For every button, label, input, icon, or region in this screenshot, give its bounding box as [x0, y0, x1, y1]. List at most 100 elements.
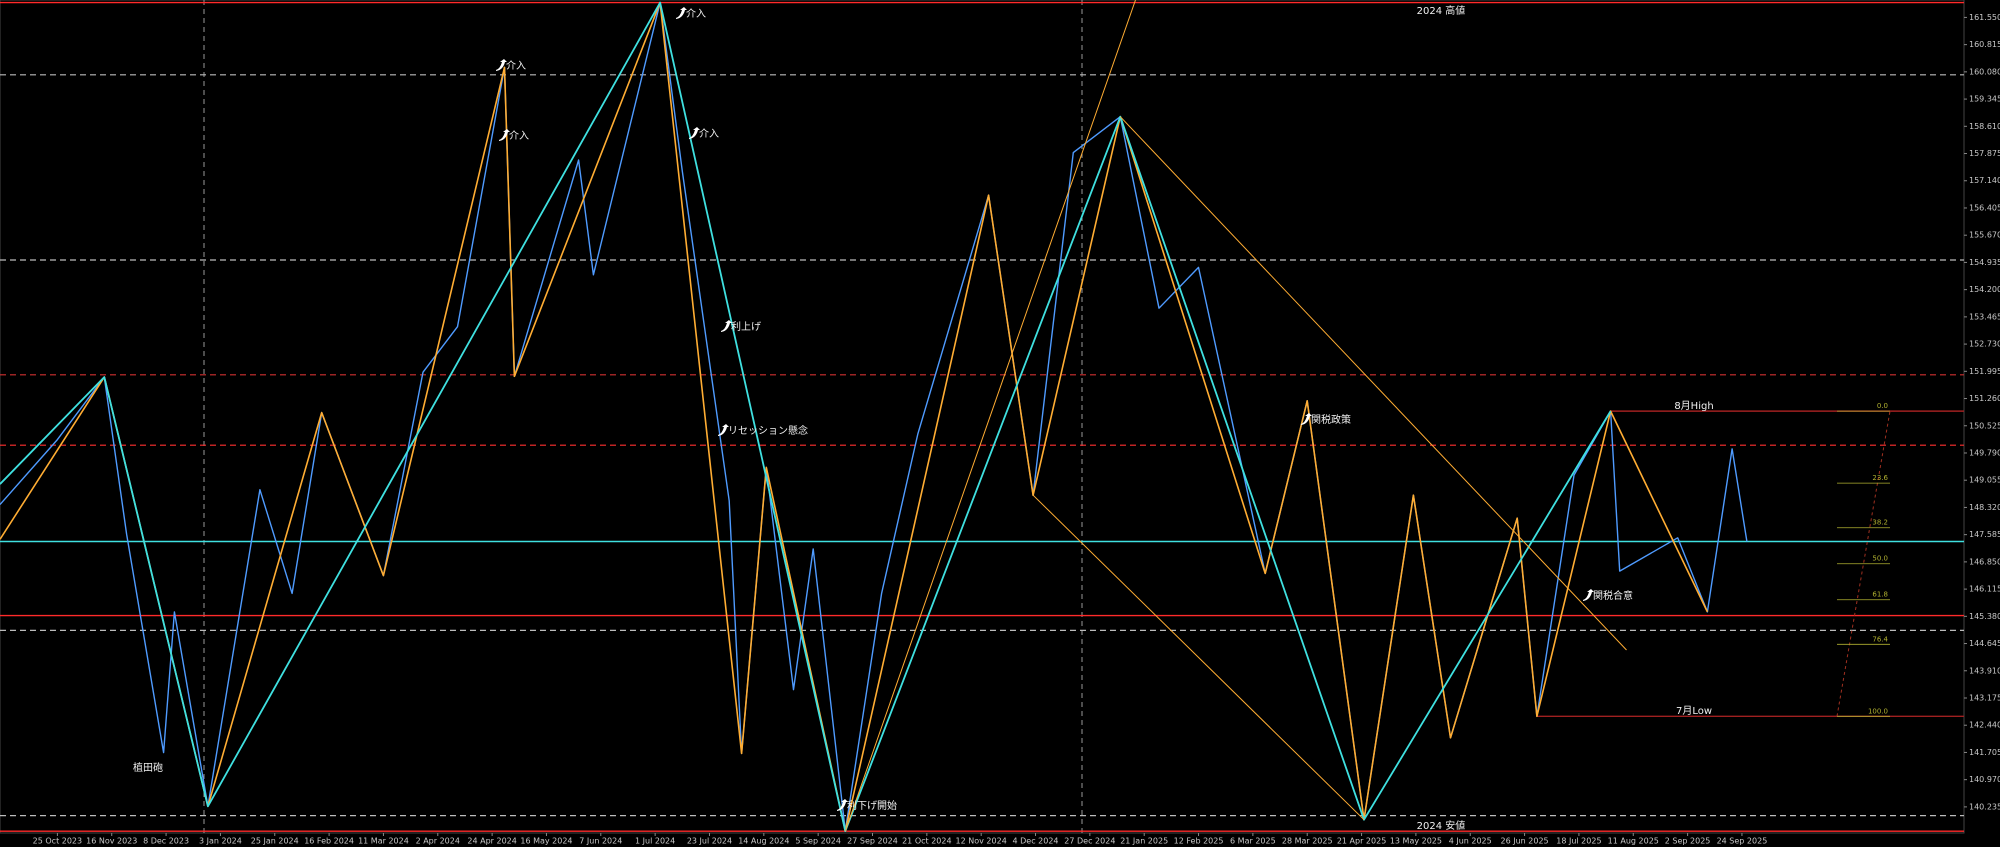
x-tick-label: 27 Sep 2024 [847, 837, 898, 846]
y-tick-label: 150.525 [1969, 421, 2000, 430]
annotation-icon [837, 799, 848, 811]
annotation-icon [496, 59, 507, 71]
annotation: リセッション懸念 [728, 424, 808, 437]
annotation: 利下げ開始 [847, 799, 897, 812]
x-tick-label: 21 Oct 2024 [902, 837, 951, 846]
x-tick-label: 5 Sep 2024 [795, 837, 841, 846]
x-tick-label: 2 Apr 2024 [416, 837, 460, 846]
y-tick-label: 148.320 [1969, 503, 2000, 512]
annotation: 介入 [699, 128, 719, 140]
y-tick-label: 149.790 [1969, 448, 2000, 457]
y-tick-label: 159.345 [1969, 95, 2000, 104]
y-tick-label: 152.730 [1969, 340, 2000, 349]
fib-label: 76.4 [1872, 635, 1888, 643]
y-tick-label: 155.670 [1969, 231, 2000, 240]
x-tick-label: 4 Dec 2024 [1013, 837, 1059, 846]
annotation-icon [499, 129, 510, 141]
y-tick-label: 158.610 [1969, 122, 2000, 131]
x-tick-label: 24 Apr 2024 [467, 837, 516, 846]
x-tick-label: 7 Jun 2024 [579, 837, 622, 846]
annotation: 利上げ [731, 321, 761, 333]
annotation-icon [721, 320, 732, 332]
y-tick-label: 147.585 [1969, 530, 2000, 539]
x-tick-label: 24 Sep 2025 [1717, 837, 1768, 846]
series-line [1032, 494, 1365, 821]
x-tick-label: 16 Nov 2023 [86, 837, 137, 846]
y-tick-label: 161.550 [1969, 13, 2000, 22]
annotation: 介入 [509, 130, 529, 142]
y-tick-label: 140.235 [1969, 802, 2000, 811]
annotation-icon [1301, 413, 1312, 425]
x-tick-label: 28 Mar 2025 [1282, 837, 1333, 846]
x-tick-label: 13 May 2025 [1390, 837, 1442, 846]
x-tick-label: 27 Dec 2024 [1064, 837, 1115, 846]
fib-label: 61.8 [1872, 591, 1888, 599]
annotation-icon [689, 127, 700, 139]
x-tick-label: 4 Jun 2025 [1449, 837, 1492, 846]
x-tick-label: 14 Aug 2024 [738, 837, 789, 846]
y-tick-label: 143.910 [1969, 666, 2000, 675]
x-tick-label: 16 May 2024 [520, 837, 572, 846]
y-tick-label: 143.175 [1969, 693, 2000, 702]
x-tick-label: 12 Nov 2024 [956, 837, 1007, 846]
y-tick-label: 151.995 [1969, 367, 2000, 376]
annotation: 関税政策 [1311, 413, 1351, 426]
annotation-icon [1583, 589, 1594, 601]
y-tick-label: 142.440 [1969, 721, 2000, 730]
series-line [844, 0, 1136, 832]
y-tick-label: 154.935 [1969, 258, 2000, 267]
y-tick-label: 160.080 [1969, 67, 2000, 76]
y-tick-label: 146.115 [1969, 585, 2000, 594]
annotation-icon [718, 424, 729, 436]
y-tick-label: 144.645 [1969, 639, 2000, 648]
x-tick-label: 2 Sep 2025 [1665, 837, 1711, 846]
y-tick-label: 160.815 [1969, 40, 2000, 49]
x-tick-label: 11 Aug 2025 [1608, 837, 1659, 846]
level-label: 8月High [1674, 400, 1713, 412]
x-tick-label: 21 Jan 2025 [1120, 837, 1168, 846]
plot-frame [0, 0, 1965, 834]
x-tick-label: 11 Mar 2024 [358, 837, 409, 846]
x-tick-label: 12 Feb 2025 [1174, 837, 1224, 846]
fib-label: 23.6 [1872, 474, 1888, 482]
annotation: 植田砲 [133, 761, 163, 774]
y-tick-label: 151.260 [1969, 394, 2000, 403]
y-tick-label: 153.465 [1969, 312, 2000, 321]
x-tick-label: 6 Mar 2025 [1230, 837, 1276, 846]
annotation: 関税合意 [1593, 589, 1633, 602]
y-tick-label: 149.055 [1969, 476, 2000, 485]
series-line [0, 1, 1612, 832]
y-tick-label: 146.850 [1969, 557, 2000, 566]
series-line [0, 1, 1709, 832]
x-tick-label: 3 Jan 2024 [199, 837, 242, 846]
fib-label: 100.0 [1868, 707, 1888, 715]
x-tick-label: 25 Oct 2023 [33, 837, 82, 846]
x-tick-label: 1 Jul 2024 [635, 837, 675, 846]
y-tick-label: 157.875 [1969, 149, 2000, 158]
x-tick-label: 8 Dec 2023 [143, 837, 189, 846]
y-tick-label: 157.140 [1969, 176, 2000, 185]
y-tick-label: 140.970 [1969, 775, 2000, 784]
fib-label: 50.0 [1872, 555, 1888, 563]
annotation: 介入 [506, 60, 526, 72]
level-label: 7月Low [1676, 705, 1712, 717]
x-tick-label: 23 Jul 2024 [687, 837, 732, 846]
y-tick-label: 154.200 [1969, 285, 2000, 294]
level-label: 2024 高値 [1417, 4, 1466, 17]
fib-label: 38.2 [1872, 519, 1888, 527]
level-label: 2024 安値 [1417, 819, 1466, 832]
x-tick-label: 26 Jun 2025 [1501, 837, 1549, 846]
series-line [1119, 116, 1627, 651]
annotation: 介入 [686, 8, 706, 20]
x-tick-label: 21 Apr 2025 [1337, 837, 1386, 846]
x-tick-label: 25 Jan 2024 [251, 837, 299, 846]
fib-label: 0.0 [1877, 402, 1888, 410]
fib-diagonal [1836, 411, 1891, 717]
annotation-icon [676, 7, 687, 19]
y-tick-label: 145.380 [1969, 612, 2000, 621]
y-tick-label: 156.405 [1969, 203, 2000, 212]
x-tick-label: 16 Feb 2024 [304, 837, 354, 846]
x-tick-label: 18 Jul 2025 [1556, 837, 1601, 846]
